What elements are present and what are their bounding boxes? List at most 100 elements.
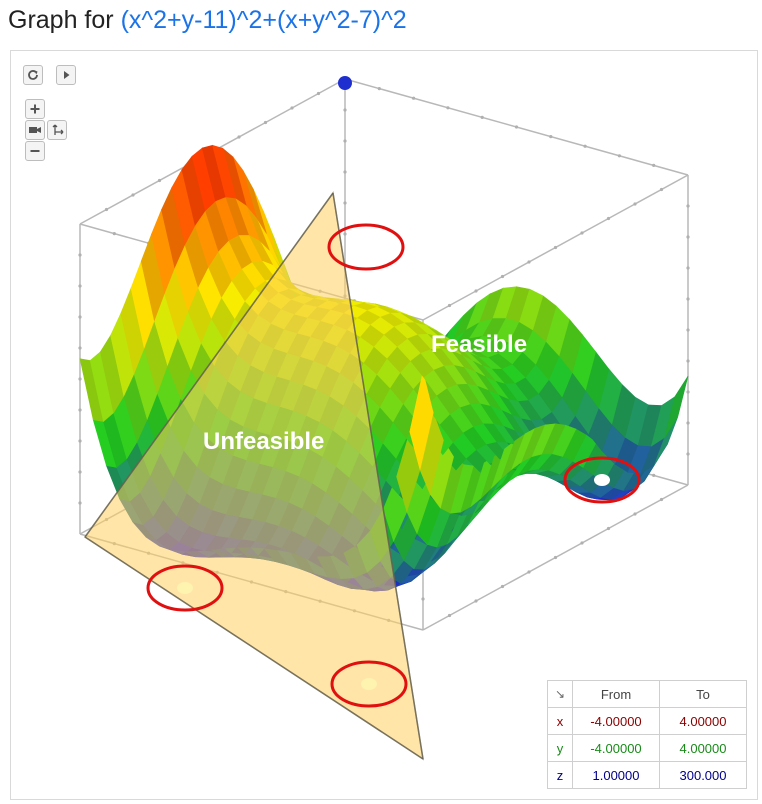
range-header-to: To: [659, 680, 747, 708]
axis-tick: [500, 584, 505, 589]
axis-tick: [78, 284, 82, 288]
range-axis-y: y: [547, 734, 573, 762]
axis-tick: [480, 115, 484, 119]
axis-tick: [580, 231, 584, 235]
plane-edge: [84, 536, 424, 760]
axis-tick: [78, 377, 82, 381]
axis-tick: [606, 216, 611, 221]
axis-tick: [263, 120, 268, 125]
camera-mode-icon[interactable]: [25, 120, 45, 140]
minimum-point: [358, 241, 374, 253]
plane-edge: [84, 192, 334, 538]
surface-plot[interactable]: [11, 51, 757, 799]
function-formula[interactable]: (x^2+y-11)^2+(x+y^2-7)^2: [120, 6, 407, 34]
axis-tick: [343, 139, 347, 143]
axis-tick: [377, 87, 381, 91]
axis-tick: [549, 135, 553, 139]
axis-tick: [686, 235, 690, 239]
range-row-y: y -4.00000 4.00000: [547, 734, 747, 762]
surface-patch: [664, 375, 689, 438]
axis-tick: [112, 232, 116, 236]
range-axis-x: x: [547, 707, 573, 735]
range-row-z: z 1.00000 300.000: [547, 761, 747, 789]
axis-tick: [343, 108, 347, 112]
axis-tick: [580, 541, 584, 545]
axis-tick: [652, 473, 656, 477]
axis-tick: [412, 96, 416, 100]
axis-tick: [474, 289, 478, 293]
axes-mode-icon[interactable]: [47, 120, 67, 140]
surface-patch: [212, 144, 237, 199]
minimum-point: [361, 678, 377, 690]
range-row-x: x -4.00000 4.00000: [547, 707, 747, 735]
axis-tick: [421, 597, 425, 601]
axis-tick: [686, 328, 690, 332]
axis-tick: [104, 207, 109, 212]
axis-tick: [606, 526, 611, 531]
axis-tick: [583, 144, 587, 148]
page-title: Graph for (x^2+y-11)^2+(x+y^2-7)^2: [8, 2, 407, 38]
unfeasible-label: Unfeasible: [203, 428, 325, 455]
range-x-to-input[interactable]: 4.00000: [659, 707, 747, 735]
range-y-from-input[interactable]: -4.00000: [572, 734, 660, 762]
axis-tick: [553, 555, 558, 560]
play-rotation-icon[interactable]: [56, 65, 76, 85]
axis-tick: [237, 135, 241, 139]
range-y-to-input[interactable]: 4.00000: [659, 734, 747, 762]
axis-tick: [157, 178, 162, 183]
axis-tick: [343, 170, 347, 174]
axis-tick: [316, 91, 321, 96]
max-point-marker: [338, 76, 352, 90]
feasible-label: Feasible: [431, 331, 528, 358]
axis-tick: [343, 232, 347, 236]
axis-tick: [514, 125, 519, 129]
zoom-in-icon[interactable]: [25, 99, 45, 119]
range-x-from-input[interactable]: -4.00000: [572, 707, 660, 735]
axis-tick: [686, 359, 690, 363]
axis-tick: [446, 106, 450, 110]
range-axis-z: z: [547, 761, 573, 789]
axis-tick: [78, 315, 82, 319]
minimum-highlight-ring: [563, 456, 641, 504]
axis-tick: [527, 570, 531, 574]
minimum-highlight-ring: [146, 564, 224, 612]
axis-tick: [659, 497, 664, 502]
axis-tick: [633, 202, 637, 206]
minimum-point: [177, 582, 193, 594]
axis-tick: [686, 204, 690, 208]
minimum-point: [594, 474, 610, 486]
axis-tick: [686, 390, 690, 394]
range-table-corner-icon: ↘: [547, 680, 573, 708]
axis-tick: [500, 274, 505, 279]
axis-tick: [633, 512, 637, 516]
axis-tick: [290, 106, 294, 110]
axis-tick: [447, 613, 452, 618]
range-z-from-input[interactable]: 1.00000: [572, 761, 660, 789]
axis-tick: [78, 253, 82, 257]
axis-tick: [527, 260, 531, 264]
axis-tick: [78, 408, 82, 412]
axis-tick: [686, 297, 690, 301]
zoom-out-icon[interactable]: [25, 141, 45, 161]
graph-viewport[interactable]: Feasible Unfeasible ↘ From To x -4.00000…: [10, 50, 758, 800]
axis-tick: [78, 501, 82, 505]
reset-view-icon[interactable]: [23, 65, 43, 85]
title-prefix: Graph for: [8, 6, 114, 34]
minimum-highlight-ring: [327, 223, 405, 271]
axis-tick: [78, 439, 82, 443]
axis-tick: [474, 599, 478, 603]
axis-tick: [617, 154, 622, 158]
surface-patch: [552, 424, 577, 457]
axis-tick: [659, 187, 664, 192]
plane-edge: [332, 192, 424, 760]
range-table: ↘ From To x -4.00000 4.00000 y -4.00000 …: [547, 680, 747, 789]
surface-patch: [401, 312, 425, 325]
range-z-to-input[interactable]: 300.000: [659, 761, 747, 789]
axis-tick: [131, 193, 135, 197]
axis-tick: [78, 470, 82, 474]
axis-tick: [78, 346, 82, 350]
axis-tick: [652, 163, 656, 167]
minimum-highlight-ring: [330, 660, 408, 708]
axis-tick: [686, 266, 690, 270]
axis-tick: [447, 303, 452, 308]
